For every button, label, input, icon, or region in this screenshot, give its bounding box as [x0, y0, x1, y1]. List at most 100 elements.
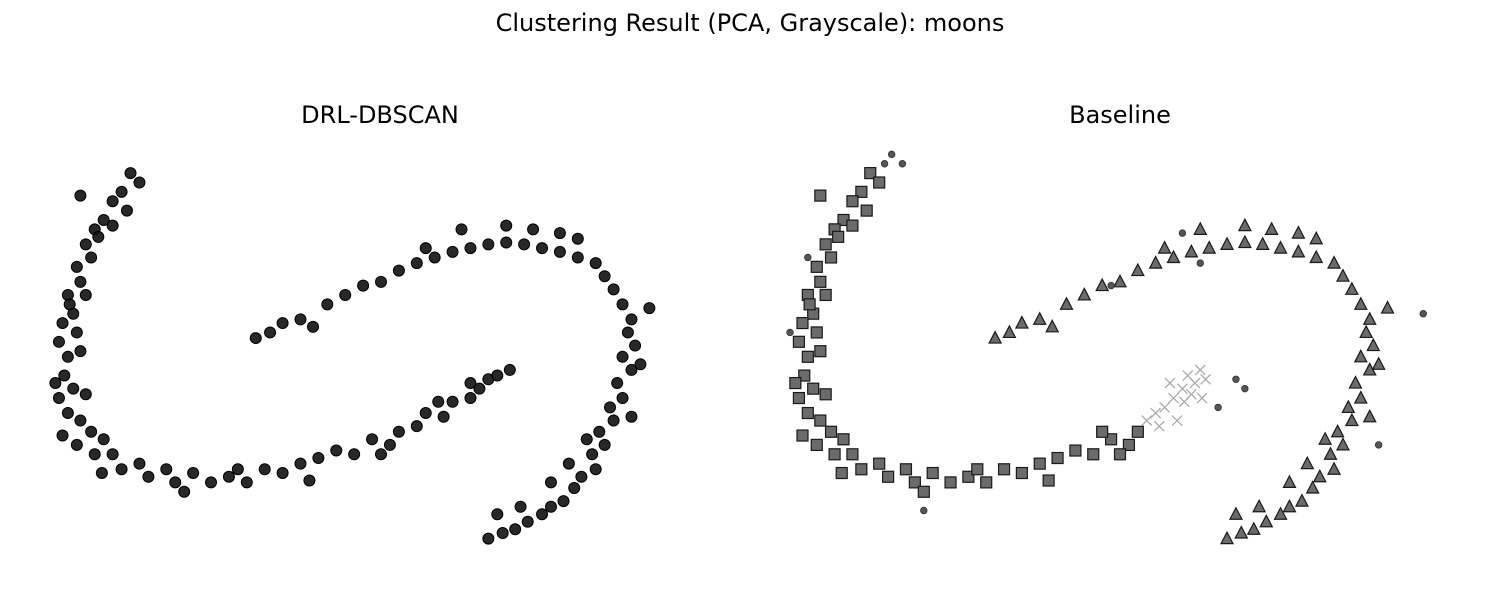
scatter-plot-baseline: [786, 150, 1427, 545]
data-point-circle: [258, 463, 271, 476]
data-point-square: [1096, 425, 1109, 438]
data-point-square: [1051, 451, 1064, 465]
data-point-triangle: [1359, 324, 1374, 339]
data-point-circle: [482, 532, 495, 545]
data-point-square: [1104, 433, 1118, 446]
data-point-triangle: [1344, 412, 1359, 427]
data-point-circle: [56, 317, 69, 330]
data-point-circle: [392, 264, 405, 277]
data-point-circle: [464, 392, 477, 405]
data-point-circle: [432, 395, 445, 408]
data-point-circle: [231, 463, 244, 476]
data-point-dot: [898, 160, 907, 168]
data-point-triangle: [1335, 268, 1350, 282]
data-point-circle: [120, 204, 133, 217]
data-point-square: [798, 369, 811, 382]
data-point-square: [908, 476, 921, 489]
data-point-triangle: [1330, 423, 1345, 438]
data-point-triangle: [1014, 315, 1029, 329]
data-point-square: [1122, 438, 1136, 452]
data-point-circle: [222, 470, 235, 483]
data-point-square: [1069, 444, 1082, 457]
data-point-triangle: [1193, 221, 1208, 235]
figure-title: Clustering Result (PCA, Grayscale): moon…: [496, 9, 1005, 37]
data-point-triangle: [1312, 468, 1327, 483]
data-point-circle: [419, 242, 432, 255]
data-point-dot: [1178, 229, 1187, 237]
data-point-triangle: [1148, 255, 1163, 269]
data-point-circle: [496, 527, 509, 540]
data-point-circle: [115, 463, 128, 476]
data-point-dot: [887, 150, 896, 159]
data-point-square: [917, 485, 930, 498]
panel-title-drl-dbscan: DRL-DBSCAN: [301, 101, 459, 129]
data-point-circle: [115, 185, 128, 198]
data-point-triangle: [1282, 474, 1297, 488]
data-point-circle: [383, 438, 396, 451]
data-point-triangle: [1305, 480, 1320, 494]
data-point-dot: [920, 506, 928, 515]
data-point-triangle: [1282, 498, 1297, 513]
data-point-x: [1182, 370, 1194, 382]
data-point-square: [819, 288, 832, 302]
data-point-circle: [88, 448, 101, 461]
data-point-circle: [589, 257, 602, 270]
data-point-triangle: [988, 330, 1003, 344]
data-point-triangle: [1157, 240, 1172, 254]
data-point-triangle: [1252, 498, 1267, 513]
data-point-circle: [366, 433, 379, 446]
data-point-circle: [553, 245, 566, 258]
data-point-triangle: [1380, 300, 1395, 314]
data-point-circle: [124, 167, 137, 180]
data-point-square: [846, 195, 859, 208]
data-point-circle: [74, 189, 87, 202]
data-point-square: [882, 470, 895, 483]
data-point-x: [1200, 373, 1212, 385]
data-point-circle: [419, 407, 432, 420]
data-point-dot: [880, 160, 889, 168]
data-point-square: [814, 275, 827, 288]
data-point-circle: [264, 326, 277, 339]
data-point-triangle: [1353, 296, 1368, 310]
data-point-circle: [598, 270, 611, 283]
data-point-circle: [521, 515, 534, 528]
data-point-square: [796, 316, 809, 330]
data-point-circle: [348, 448, 361, 461]
data-point-circle: [634, 358, 647, 371]
data-point-square: [801, 350, 814, 363]
data-point-circle: [557, 495, 570, 508]
data-point-circle: [79, 238, 92, 251]
data-point-triangle: [1002, 324, 1017, 339]
data-point-dot: [1374, 441, 1383, 449]
data-point-circle: [621, 326, 634, 339]
data-point-circle: [527, 223, 540, 236]
data-point-x: [1176, 383, 1188, 395]
data-point-circle: [491, 369, 504, 382]
data-point-triangle: [1220, 530, 1235, 545]
data-point-circle: [446, 395, 459, 408]
data-point-circle: [63, 298, 76, 311]
data-point-triangle: [1264, 221, 1279, 235]
data-point-triangle: [1366, 337, 1381, 352]
data-point-circle: [643, 302, 656, 315]
data-point-triangle: [1234, 525, 1249, 539]
data-point-dot: [1241, 384, 1249, 393]
data-point-circle: [616, 392, 629, 405]
data-point-triangle: [1309, 249, 1324, 264]
data-point-circle: [455, 223, 468, 236]
data-point-triangle: [1327, 255, 1342, 269]
data-point-circle: [571, 232, 584, 245]
data-point-triangle: [1032, 311, 1047, 325]
data-point-circle: [357, 279, 370, 292]
data-point-triangle: [1291, 244, 1306, 258]
data-point-circle: [95, 467, 108, 480]
data-point-circle: [586, 448, 599, 461]
data-point-triangle: [1130, 262, 1145, 277]
data-point-triangle: [1318, 431, 1333, 445]
data-point-circle: [607, 414, 620, 427]
data-point-circle: [482, 238, 495, 251]
data-point-triangle: [1228, 506, 1243, 520]
data-point-circle: [571, 251, 584, 264]
data-point-square: [1087, 448, 1100, 461]
data-point-square: [855, 463, 868, 476]
